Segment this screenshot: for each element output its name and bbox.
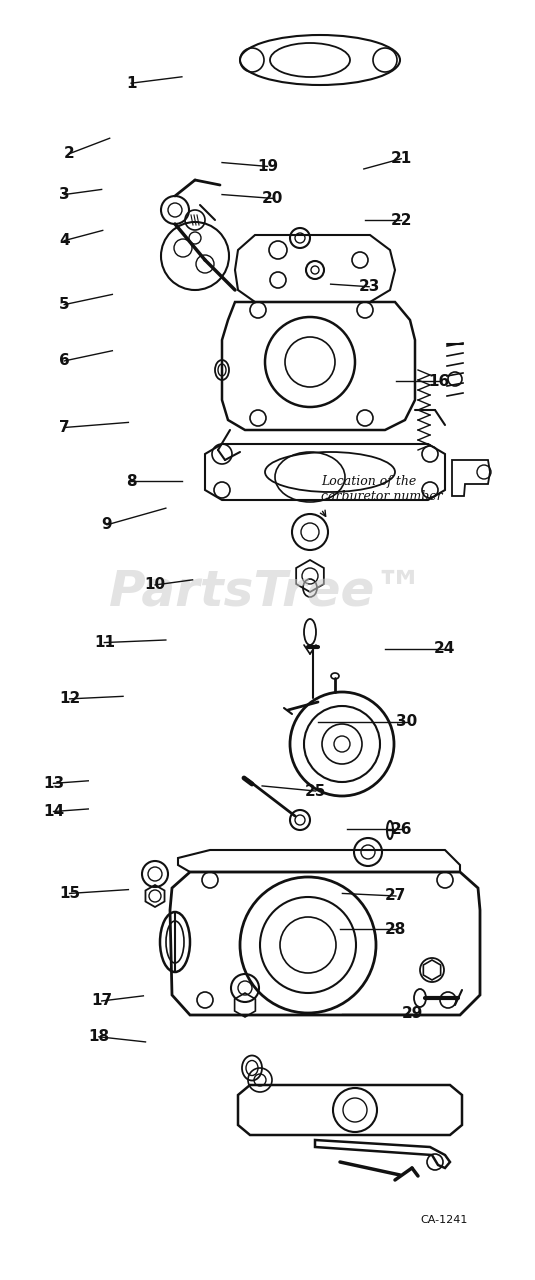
Text: CA-1241: CA-1241 bbox=[421, 1215, 468, 1225]
Text: 1: 1 bbox=[126, 76, 136, 91]
Text: 9: 9 bbox=[102, 517, 112, 532]
Text: 21: 21 bbox=[391, 151, 412, 166]
Text: 25: 25 bbox=[305, 783, 326, 799]
Text: 7: 7 bbox=[59, 420, 70, 435]
Text: 18: 18 bbox=[88, 1029, 110, 1044]
Text: 12: 12 bbox=[59, 691, 80, 707]
Text: 26: 26 bbox=[391, 822, 412, 837]
Text: 24: 24 bbox=[433, 641, 455, 657]
Text: 17: 17 bbox=[91, 993, 112, 1009]
Text: 10: 10 bbox=[144, 577, 166, 593]
Text: 3: 3 bbox=[59, 187, 70, 202]
Text: 20: 20 bbox=[262, 191, 284, 206]
Text: 5: 5 bbox=[59, 297, 70, 312]
Text: 27: 27 bbox=[385, 888, 407, 904]
Text: 19: 19 bbox=[257, 159, 278, 174]
Text: 15: 15 bbox=[59, 886, 80, 901]
Text: 2: 2 bbox=[64, 146, 75, 161]
Text: 13: 13 bbox=[43, 776, 64, 791]
Text: Location of the
carburetor number: Location of the carburetor number bbox=[321, 475, 442, 503]
Text: 11: 11 bbox=[94, 635, 115, 650]
Text: 16: 16 bbox=[428, 374, 449, 389]
Text: 22: 22 bbox=[391, 212, 412, 228]
Text: 8: 8 bbox=[126, 474, 136, 489]
Text: 14: 14 bbox=[43, 804, 64, 819]
Text: 28: 28 bbox=[385, 922, 407, 937]
Text: 30: 30 bbox=[396, 714, 417, 730]
Text: 6: 6 bbox=[59, 353, 70, 369]
Text: 23: 23 bbox=[358, 279, 380, 294]
Text: 4: 4 bbox=[59, 233, 70, 248]
Text: PartsTree™: PartsTree™ bbox=[109, 567, 426, 616]
Text: 29: 29 bbox=[401, 1006, 423, 1021]
